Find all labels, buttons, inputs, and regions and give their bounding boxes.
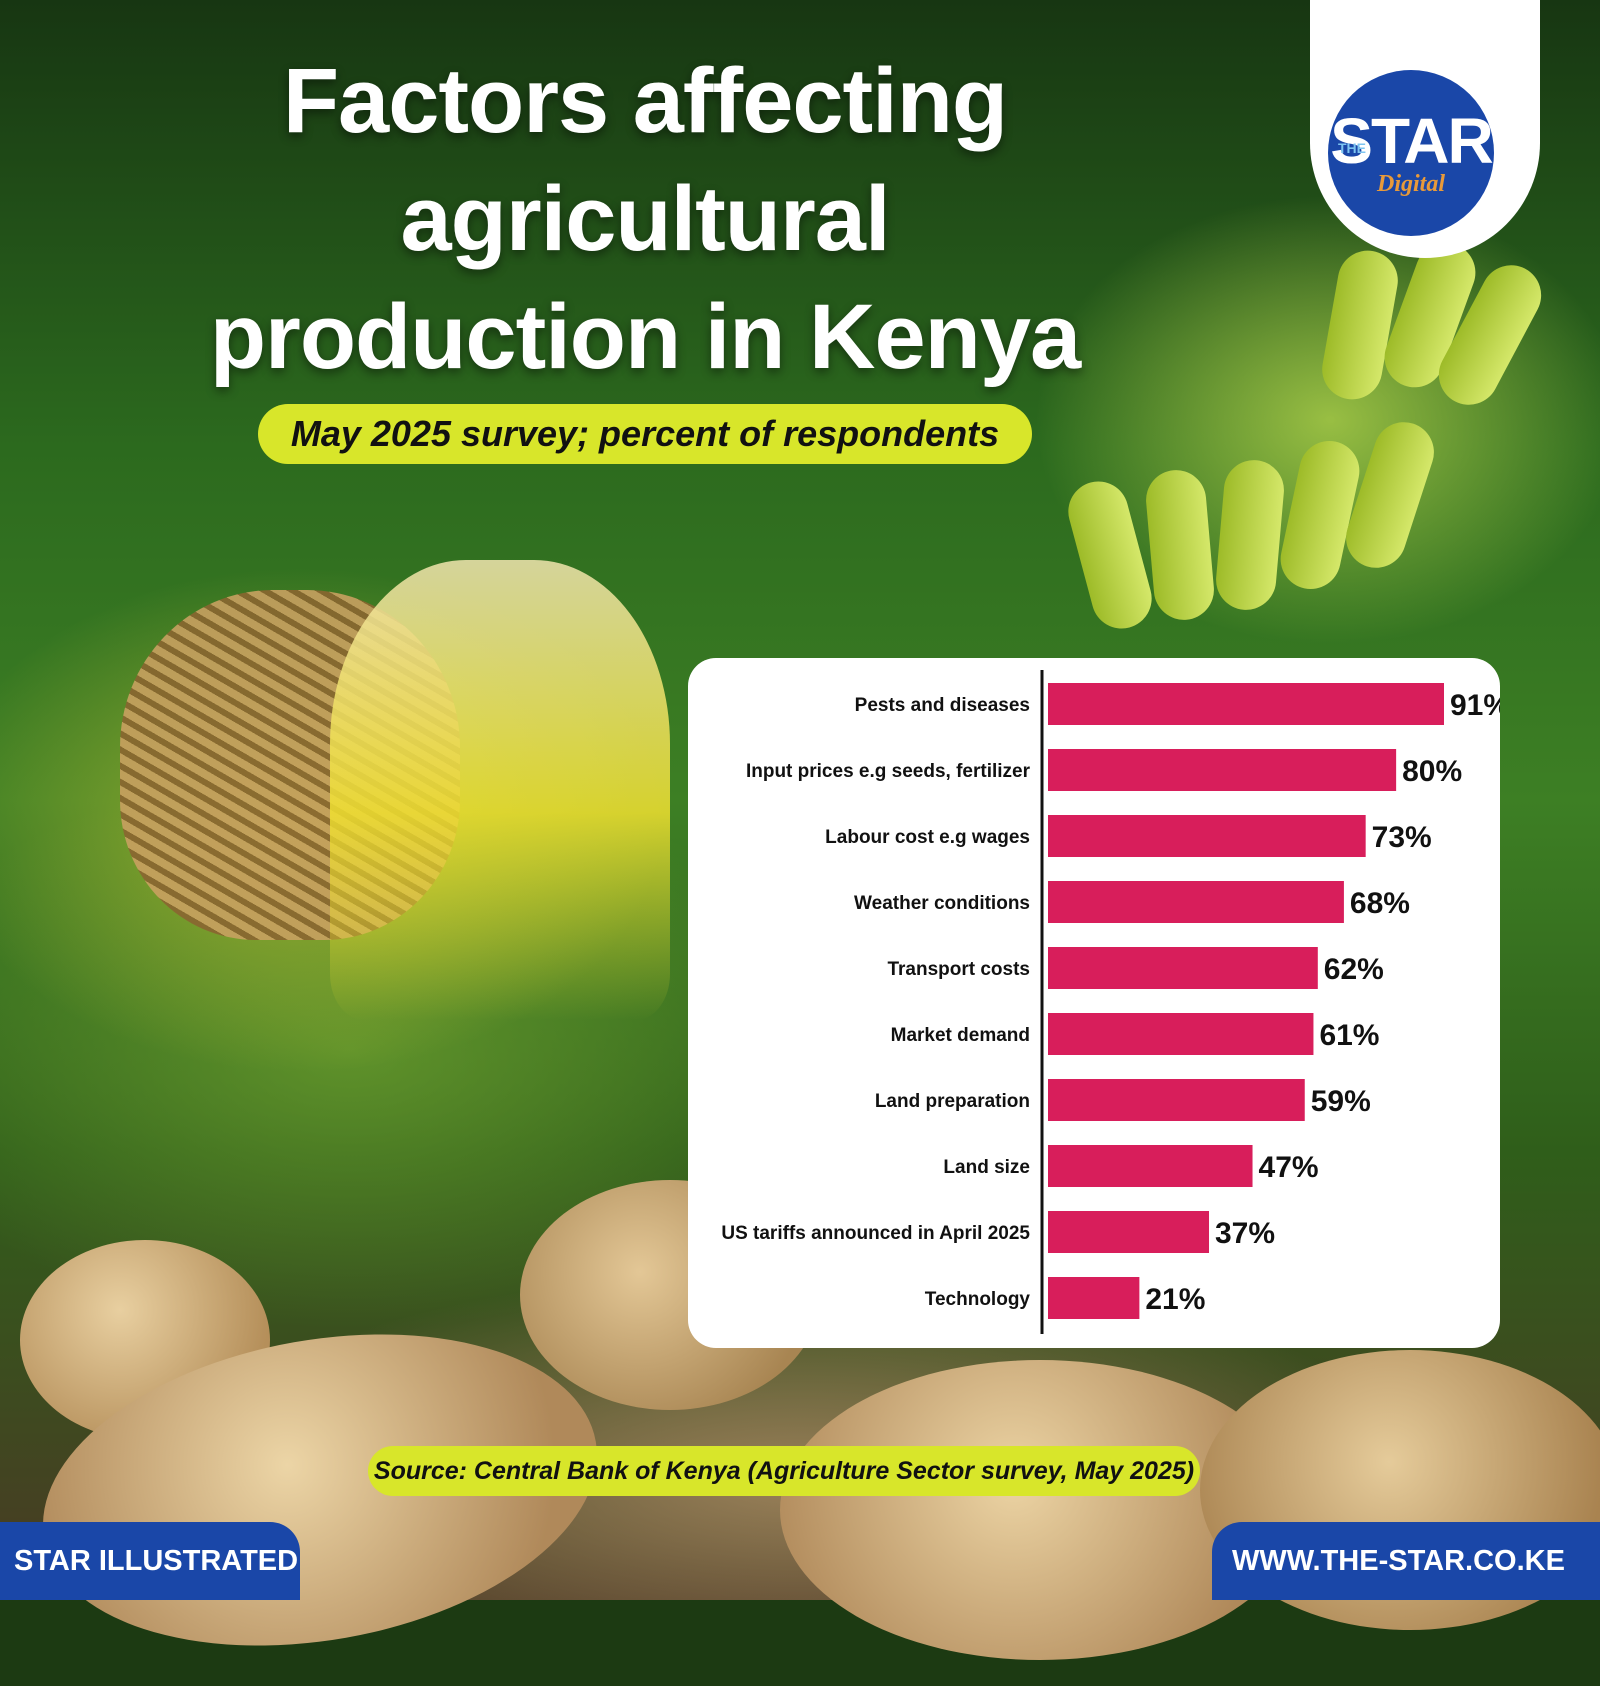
category-label: Technology [925,1289,1031,1310]
bar-chart: Pests and diseases 91% Input prices e.g se… [721,670,1500,1334]
category-label: Land preparation [875,1091,1030,1112]
bar [1048,1145,1253,1187]
value-label: 47% [1259,1151,1319,1184]
page-title: Factors affecting agricultural productio… [80,42,1210,396]
category-label: Transport costs [887,959,1030,980]
subtitle-pill: May 2025 survey; percent of respondents [258,404,1032,464]
category-label: Labour cost e.g wages [825,827,1030,848]
bar [1048,1013,1314,1055]
chart-card: Pests and diseases 91% Input prices e.g se… [688,658,1500,1348]
value-label: 80% [1402,755,1462,788]
bar [1048,947,1318,989]
title-line: agricultural [400,168,890,270]
value-label: 91% [1450,689,1500,722]
value-label: 21% [1145,1283,1205,1316]
category-label: Market demand [891,1025,1030,1046]
category-label: Pests and diseases [855,695,1030,716]
category-label: Weather conditions [854,893,1030,914]
footer-brand-text: STAR ILLUSTRATED [14,1544,299,1577]
value-label: 37% [1215,1217,1275,1250]
value-label: 61% [1319,1019,1379,1052]
bar [1048,749,1397,791]
value-label: 62% [1324,953,1384,986]
title-line: production in Kenya [209,286,1081,388]
value-label: 73% [1372,821,1432,854]
footer-website-tab[interactable]: WWW.THE-STAR.CO.KE [1212,1522,1600,1600]
logo-the-text: THE [1338,140,1366,156]
footer-brand-tab: STAR ILLUSTRATED [0,1522,300,1600]
category-label: Input prices e.g seeds, fertilizer [746,761,1031,782]
farmer-image [330,560,670,1020]
value-label: 68% [1350,887,1410,920]
subtitle-text: May 2025 survey; percent of respondents [290,413,1000,454]
website-link[interactable]: WWW.THE-STAR.CO.KE [1232,1544,1565,1577]
category-label: US tariffs announced in April 2025 [721,1223,1030,1244]
source-pill: Source: Central Bank of Kenya (Agricultu… [368,1446,1200,1496]
source-text: Source: Central Bank of Kenya (Agricultu… [373,1456,1195,1485]
bar [1048,1079,1305,1121]
bar [1048,815,1366,857]
bar [1048,1277,1140,1319]
logo-star-text: STAR [1330,104,1493,177]
category-label: Land size [943,1157,1030,1178]
bar [1048,683,1444,725]
bar [1048,1211,1210,1253]
logo-digital-text: Digital [1376,170,1445,197]
value-label: 59% [1311,1085,1371,1118]
the-star-logo: THE STAR Digital [1328,70,1494,236]
title-line: Factors affecting [282,50,1008,152]
bar [1048,881,1344,923]
